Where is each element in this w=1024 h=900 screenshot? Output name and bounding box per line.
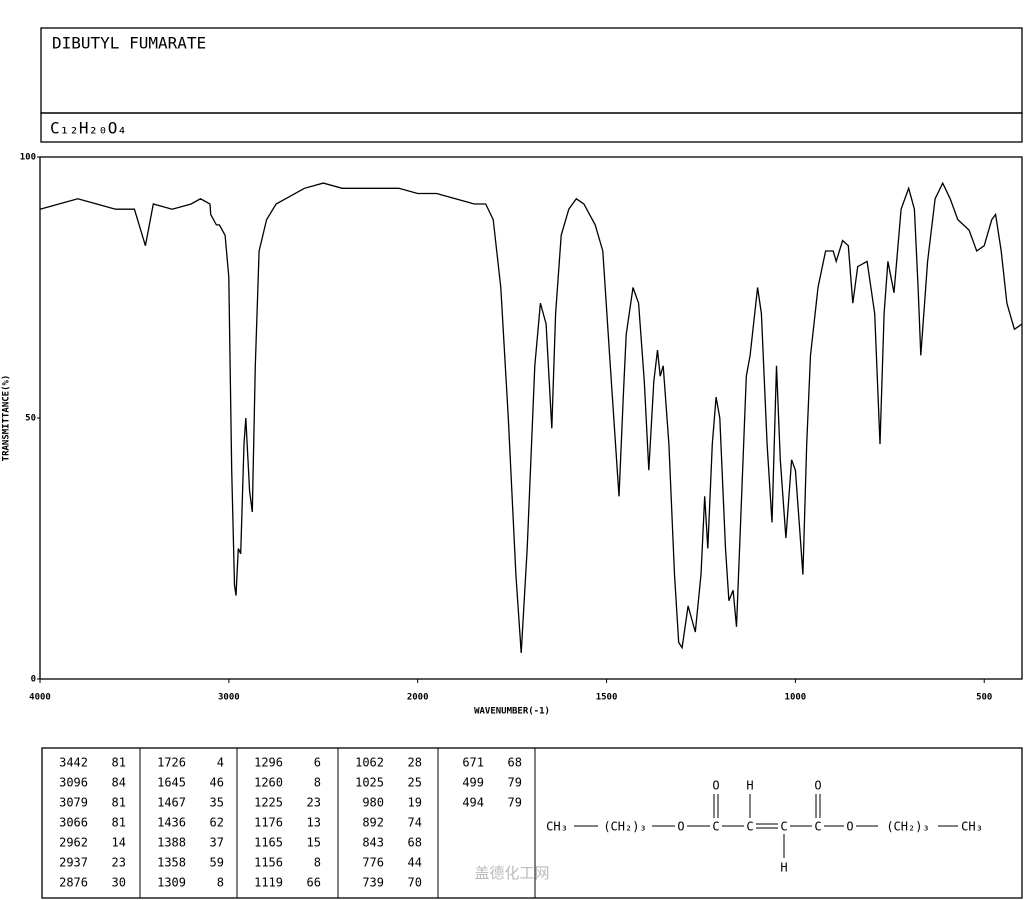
plot-frame (39, 156, 1023, 680)
structure-atom: C (814, 820, 821, 834)
structure-atom: (CH₂)₃ (603, 820, 646, 834)
y-axis-label: TRANSMITTANCE(%) (2, 375, 12, 462)
formula-box (40, 112, 1023, 143)
structure-atom: H (746, 779, 753, 793)
peak-wavenumber: 980 (362, 796, 384, 810)
peak-table (41, 747, 1023, 899)
x-axis-label: WAVENUMBER(-1) (474, 707, 550, 717)
peak-transmittance: 23 (307, 796, 321, 810)
peak-transmittance: 8 (217, 876, 224, 890)
peak-wavenumber: 1156 (254, 856, 283, 870)
structure-atom: H (780, 861, 787, 875)
peak-transmittance: 46 (210, 776, 224, 790)
peak-wavenumber: 494 (462, 796, 484, 810)
y-tick-label: 0 (31, 675, 36, 685)
structure-atom: CH₃ (961, 820, 983, 834)
peak-transmittance: 13 (307, 816, 321, 830)
peak-transmittance: 70 (408, 876, 422, 890)
structure-atom: C (780, 820, 787, 834)
table-frame (41, 747, 1023, 899)
peak-wavenumber: 739 (362, 876, 384, 890)
peak-wavenumber: 2937 (59, 856, 88, 870)
peak-transmittance: 23 (112, 856, 126, 870)
peak-wavenumber: 1726 (157, 756, 186, 770)
formula: C₁₂H₂₀O₄ (50, 119, 127, 138)
peak-transmittance: 81 (112, 756, 126, 770)
peak-wavenumber: 1296 (254, 756, 283, 770)
x-tick-label: 2000 (407, 693, 429, 703)
peak-transmittance: 19 (408, 796, 422, 810)
peak-wavenumber: 1436 (157, 816, 186, 830)
peak-transmittance: 37 (210, 836, 224, 850)
watermark: 盖德化工网 (474, 864, 549, 882)
peak-wavenumber: 1176 (254, 816, 283, 830)
chart-title: DIBUTYL FUMARATE (52, 34, 206, 53)
structure-atom: O (712, 779, 719, 793)
peak-transmittance: 74 (408, 816, 422, 830)
peak-wavenumber: 3442 (59, 756, 88, 770)
peak-wavenumber: 1358 (157, 856, 186, 870)
spectrum-line (39, 181, 1023, 653)
peak-transmittance: 35 (210, 796, 224, 810)
peak-wavenumber: 1119 (254, 876, 283, 890)
peak-wavenumber: 3079 (59, 796, 88, 810)
x-tick-label: 3000 (218, 693, 240, 703)
peak-transmittance: 68 (508, 756, 522, 770)
peak-wavenumber: 843 (362, 836, 384, 850)
peak-wavenumber: 1467 (157, 796, 186, 810)
peak-transmittance: 8 (314, 856, 321, 870)
x-tick-label: 500 (976, 693, 992, 703)
peak-wavenumber: 3066 (59, 816, 88, 830)
peak-transmittance: 6 (314, 756, 321, 770)
peak-transmittance: 14 (112, 836, 126, 850)
peak-transmittance: 4 (217, 756, 224, 770)
structure-atom: CH₃ (546, 820, 568, 834)
peak-transmittance: 25 (408, 776, 422, 790)
peak-wavenumber: 1645 (157, 776, 186, 790)
peak-transmittance: 66 (307, 876, 321, 890)
y-tick-label: 50 (25, 414, 36, 424)
peak-transmittance: 15 (307, 836, 321, 850)
peak-wavenumber: 1225 (254, 796, 283, 810)
peak-wavenumber: 1388 (157, 836, 186, 850)
peak-transmittance: 59 (210, 856, 224, 870)
structure-atom: O (846, 820, 853, 834)
peak-transmittance: 81 (112, 816, 126, 830)
structure-atom: (CH₂)₃ (886, 820, 929, 834)
peak-wavenumber: 3096 (59, 776, 88, 790)
peak-wavenumber: 1165 (254, 836, 283, 850)
peak-wavenumber: 892 (362, 816, 384, 830)
peak-wavenumber: 776 (362, 856, 384, 870)
peak-wavenumber: 1309 (157, 876, 186, 890)
peak-transmittance: 79 (508, 796, 522, 810)
structure-bonds (574, 794, 958, 858)
peak-transmittance: 62 (210, 816, 224, 830)
structure-atom: C (746, 820, 753, 834)
y-tick-label: 100 (20, 153, 36, 163)
structure-atom: O (677, 820, 684, 834)
peak-wavenumber: 1062 (355, 756, 384, 770)
peak-wavenumber: 2876 (59, 876, 88, 890)
peak-transmittance: 84 (112, 776, 126, 790)
structure-atom: O (814, 779, 821, 793)
structure-atom: C (712, 820, 719, 834)
peak-transmittance: 79 (508, 776, 522, 790)
peak-transmittance: 28 (408, 756, 422, 770)
x-tick-label: 1000 (785, 693, 807, 703)
peak-transmittance: 68 (408, 836, 422, 850)
peak-wavenumber: 499 (462, 776, 484, 790)
peak-transmittance: 44 (408, 856, 422, 870)
peak-transmittance: 8 (314, 776, 321, 790)
peak-wavenumber: 671 (462, 756, 484, 770)
peak-wavenumber: 1260 (254, 776, 283, 790)
peak-transmittance: 30 (112, 876, 126, 890)
x-tick-label: 4000 (29, 693, 51, 703)
peak-transmittance: 81 (112, 796, 126, 810)
peak-wavenumber: 2962 (59, 836, 88, 850)
peak-wavenumber: 1025 (355, 776, 384, 790)
x-tick-label: 1500 (596, 693, 618, 703)
